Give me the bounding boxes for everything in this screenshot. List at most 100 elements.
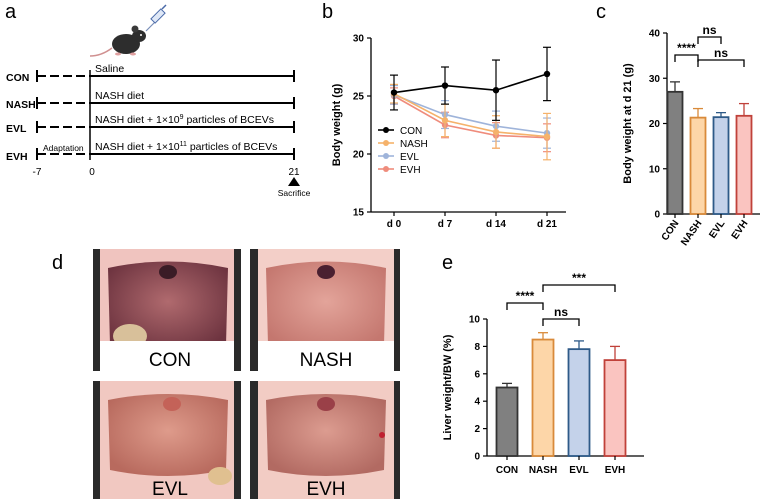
b-y-tick-label: 20 [353, 150, 365, 161]
chart-body-weight-timecourse: 15 20 25 30 d 0 d 7 d 14 d 21 Body weight (g) CON… [331, 34, 566, 230]
e-y-tick-label: 10 [469, 315, 481, 326]
c-bar-con [666, 90, 684, 215]
mouse-icon [89, 25, 146, 57]
b-y-axis-title: Body weight (g) [331, 83, 343, 166]
e-sig-bracket [506, 302, 544, 310]
photo-label-nash: NASH [300, 350, 353, 371]
panel-c: c 0 10 20 30 40 Body weight at d 21 (g) CONNAS… [596, 1, 760, 248]
panel-letter-d: d [52, 252, 63, 274]
photo-evh: EVH [250, 381, 400, 499]
e-bar-nash [531, 338, 555, 457]
e-x-tick-label: EVH [605, 465, 626, 476]
photo-label-con: CON [149, 350, 191, 371]
timeline-row-nash: NASH NASH diet [6, 90, 295, 111]
timeline-tick-minus7: -7 [33, 167, 42, 178]
group-label-nash: NASH [6, 99, 36, 111]
timeline-row-evl: EVL NASH diet + 1×109 particles of BCEVs [6, 114, 295, 135]
b-y-tick-label: 30 [353, 34, 365, 45]
b-legend-marker [383, 140, 389, 146]
panel-e: e 0 2 4 6 8 10 Liver weight/BW (%) CON NASH EVL EV… [442, 252, 644, 476]
e-sig-bracket [542, 318, 580, 326]
e-y-tick-label: 6 [474, 369, 480, 380]
c-x-tick-label: NASH [679, 218, 704, 248]
e-sig-label: ns [554, 305, 568, 319]
c-sig-bracket [697, 36, 722, 44]
c-sig-bracket [697, 59, 745, 67]
panel-letter-e: e [442, 252, 453, 274]
timeline-tick-21: 21 [288, 167, 300, 178]
e-x-tick-label: CON [496, 465, 518, 476]
photo-label-evl: EVL [152, 479, 188, 499]
photo-con: CON [93, 249, 241, 371]
b-y-tick-label: 25 [353, 92, 365, 103]
treatment-evh-tail: particles of BCEVs [187, 141, 277, 153]
b-x-tick-label: d 21 [537, 219, 557, 230]
b-data-point [543, 133, 551, 140]
group-label-evh: EVH [6, 151, 28, 163]
b-data-point [543, 70, 551, 78]
panel-a: a CON Saline NASH [5, 1, 311, 198]
e-x-tick-label: EVL [569, 465, 588, 476]
c-sig-label: ns [714, 46, 728, 60]
c-y-tick-label: 40 [649, 29, 661, 40]
chart-liver-weight-ratio: 0 2 4 6 8 10 Liver weight/BW (%) CON NASH EVL EVH *… [442, 271, 644, 476]
b-legend-label: CON [400, 126, 422, 137]
photo-nash: NASH [250, 249, 400, 371]
timeline-row-con: CON Saline [6, 63, 295, 84]
e-y-tick-label: 4 [474, 397, 480, 408]
panel-b: b 15 20 25 30 d 0 d 7 d 14 d 21 Body weight (g) C… [322, 1, 566, 230]
e-sig-bracket [542, 284, 616, 292]
c-y-tick-label: 0 [654, 210, 660, 221]
timeline-tick-0: 0 [89, 167, 95, 178]
panel-letter-b: b [322, 1, 333, 23]
b-series-con [390, 46, 551, 121]
treatment-label-evl: NASH diet + 1×109 particles of BCEVs [95, 114, 274, 126]
c-sig-bracket [674, 54, 699, 62]
b-series-line [393, 92, 548, 138]
b-legend-marker [383, 153, 389, 159]
sacrifice-triangle-icon [288, 177, 300, 186]
e-sig-label: **** [516, 289, 535, 303]
e-y-tick-label: 2 [474, 424, 480, 435]
c-x-tick-label: EVL [707, 218, 727, 240]
c-sig-label: **** [677, 41, 696, 55]
e-x-tick-label: NASH [529, 465, 557, 476]
b-legend-marker [383, 166, 389, 172]
photo-label-evh: EVH [306, 479, 345, 499]
treatment-label-con: Saline [95, 63, 124, 75]
treatment-evh-exp: 11 [180, 141, 187, 148]
c-bar-evh [735, 114, 753, 215]
group-label-evl: EVL [6, 123, 27, 135]
b-x-tick-label: d 0 [387, 219, 402, 230]
c-sig-label: ns [702, 23, 716, 37]
b-data-point [441, 117, 449, 124]
e-bar-evl [567, 348, 591, 457]
b-data-point [390, 89, 398, 96]
panel-letter-c: c [596, 1, 606, 23]
b-series-line [393, 73, 548, 94]
b-legend-label: EVL [400, 152, 419, 163]
e-y-tick-label: 0 [474, 452, 480, 463]
panel-d: d CON NASH EVL [52, 249, 400, 499]
c-x-tick-label: CON [660, 218, 682, 243]
e-y-tick-label: 8 [474, 342, 480, 353]
e-sig-label: *** [572, 271, 586, 285]
b-x-tick-label: d 7 [438, 219, 453, 230]
treatment-evl-main: NASH diet + 1×10 [95, 114, 180, 126]
timeline-row-evh: EVH NASH diet + 1×1011 particles of BCEV… [6, 141, 295, 163]
panel-letter-a: a [5, 1, 17, 23]
c-y-axis-title: Body weight at d 21 (g) [622, 63, 634, 184]
adaptation-label: Adaptation [43, 143, 84, 153]
treatment-evl-exp: 9 [180, 114, 184, 121]
sacrifice-label: Sacrifice [278, 188, 311, 198]
photo-evl: EVL [93, 381, 241, 499]
b-x-tick-label: d 14 [486, 219, 506, 230]
treatment-label-evh: NASH diet + 1×1011 particles of BCEVs [95, 141, 277, 153]
group-label-con: CON [6, 72, 29, 84]
c-y-tick-label: 10 [649, 164, 661, 175]
b-data-point [492, 87, 500, 94]
b-data-point [492, 128, 500, 136]
b-legend-marker [383, 127, 389, 133]
